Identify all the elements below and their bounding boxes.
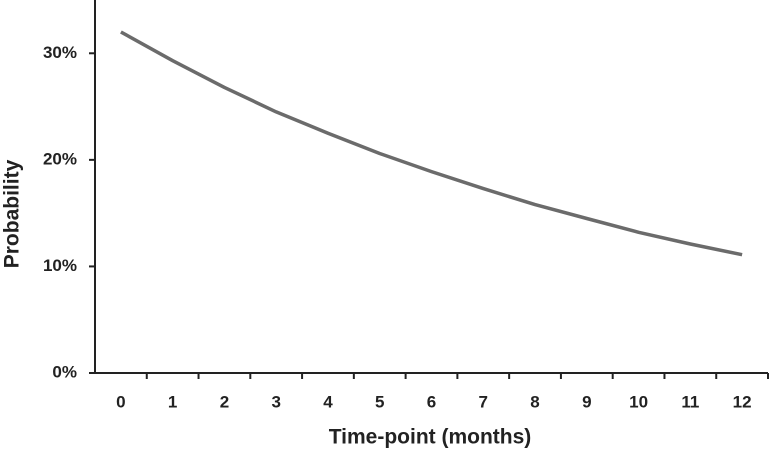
x-tick-label: 3 bbox=[271, 392, 280, 411]
x-axis-label: Time-point (months) bbox=[329, 426, 532, 449]
x-tick-label: 2 bbox=[220, 392, 229, 411]
line-series bbox=[120, 30, 743, 257]
x-tick-label: 10 bbox=[629, 392, 648, 411]
x-tick-label: 4 bbox=[323, 392, 333, 411]
x-tick-label: 9 bbox=[582, 392, 591, 411]
y-tick-label: 0% bbox=[52, 362, 77, 381]
x-tick-label: 5 bbox=[375, 392, 384, 411]
y-tick-label: 10% bbox=[43, 256, 77, 275]
x-tick-label: 8 bbox=[530, 392, 539, 411]
x-tick-label: 0 bbox=[116, 392, 125, 411]
x-tick-label: 6 bbox=[427, 392, 436, 411]
y-axis-label: Probability bbox=[1, 159, 24, 268]
x-tick-label: 7 bbox=[479, 392, 488, 411]
x-tick-label: 11 bbox=[681, 392, 699, 411]
y-tick-label: 20% bbox=[43, 149, 77, 168]
y-tick-label: 30% bbox=[43, 43, 77, 62]
x-tick-label: 12 bbox=[733, 392, 752, 411]
x-tick-label: 1 bbox=[168, 392, 177, 411]
